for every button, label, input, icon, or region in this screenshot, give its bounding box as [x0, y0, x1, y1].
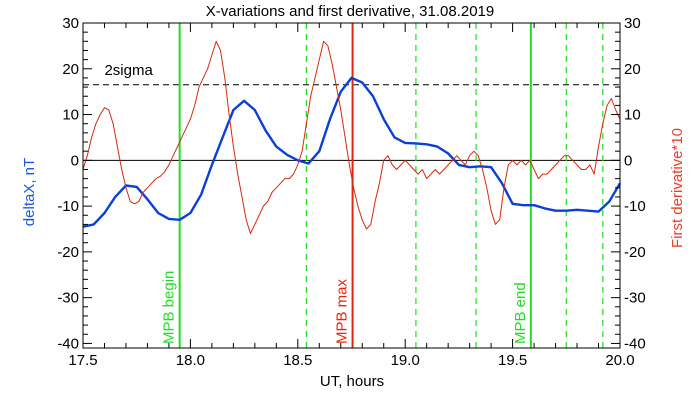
- chart-title: X-variations and first derivative, 31.08…: [206, 3, 495, 20]
- y-left-tick-label: 0: [71, 152, 79, 169]
- y-left-tick-label: 20: [62, 61, 79, 78]
- vertical-line-label-2: MPB end: [512, 282, 529, 344]
- y-right-tick-label: -10: [624, 198, 646, 215]
- x-axis-label: UT, hours: [320, 373, 384, 390]
- y-left-tick-label: 10: [62, 107, 79, 124]
- left-axis-label: deltaX, nT: [21, 158, 38, 226]
- x-tick-label: 18.5: [283, 352, 312, 369]
- series-deltaX-line: [82, 76, 622, 228]
- x-tick-label: 18.0: [176, 352, 205, 369]
- y-left-tick-label: -40: [57, 335, 79, 352]
- x-tick-label: 19.5: [498, 352, 527, 369]
- x-tick-label: 20.0: [605, 352, 634, 369]
- y-right-tick-label: -40: [624, 335, 646, 352]
- plot-frame: [82, 22, 621, 349]
- vertical-line-label-1: MPB max: [334, 278, 351, 344]
- plot-area: 2sigma MPB begin MPB max MPB end 17.5 18.0 18.…: [57, 15, 645, 369]
- y-right-tick-label: -20: [624, 244, 646, 261]
- y-right-tick-label: 10: [624, 107, 641, 124]
- x-tick-label: 17.5: [68, 352, 97, 369]
- y-right-tick-label: 0: [624, 152, 632, 169]
- right-axis-label: First derivative*10: [669, 128, 686, 248]
- y-right-tick-label: 30: [624, 15, 641, 32]
- vertical-line-label-0: MPB begin: [161, 271, 178, 344]
- y-right-tick-label: 20: [624, 61, 641, 78]
- y-left-tick-label: -10: [57, 198, 79, 215]
- y-left-tick-label: -30: [57, 290, 79, 307]
- threshold-label: 2sigma: [104, 62, 153, 79]
- y-left-tick-label: -20: [57, 244, 79, 261]
- x-tick-label: 19.0: [391, 352, 420, 369]
- y-left-tick-label: 30: [62, 15, 79, 32]
- y-right-tick-label: -30: [624, 290, 646, 307]
- series-derivative-line: [82, 40, 621, 235]
